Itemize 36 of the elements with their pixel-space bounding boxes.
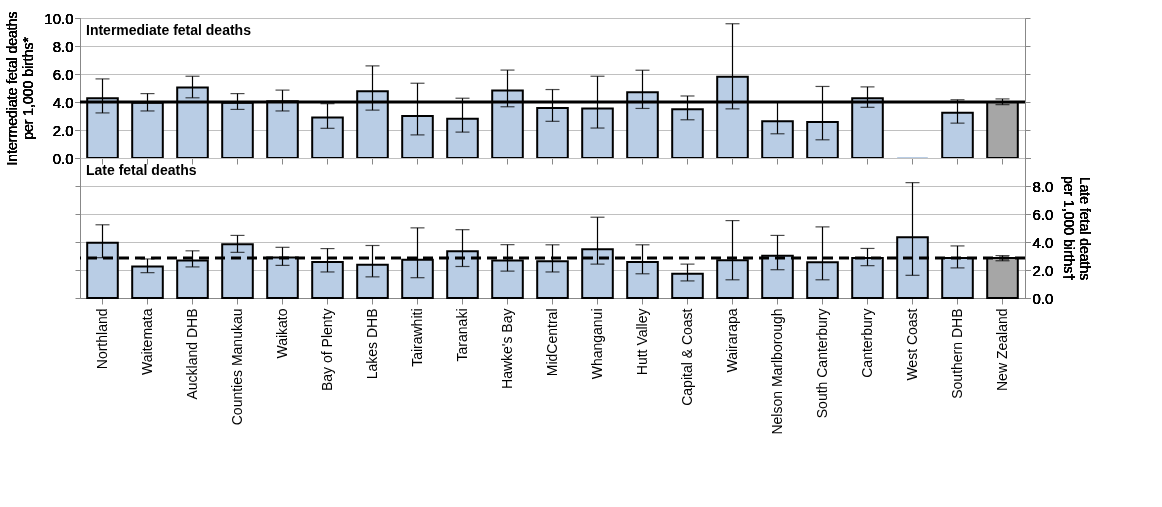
y2-tick-label: 2.0 xyxy=(1032,261,1054,279)
y-axis-title: Intermediate fetal deaths per 1,000 births* xyxy=(4,11,37,166)
x-tick-label: MidCentral xyxy=(543,308,560,377)
x-tick-label: Canterbury xyxy=(858,308,875,378)
y2-axis-title: Late fetal deaths per 1,000 births† xyxy=(1061,175,1094,282)
x-tick-label: New Zealand xyxy=(993,308,1010,391)
x-tick-label: South Canterbury xyxy=(813,308,830,419)
x-tick-label: Waikato xyxy=(273,308,290,359)
y2-tick-label: 8.0 xyxy=(1032,177,1054,195)
y-tick-label: 8.0 xyxy=(52,37,74,55)
x-tick-label: Taranaki xyxy=(453,308,470,362)
x-tick-label: Whanganui xyxy=(588,308,605,380)
x-tick-label: Auckland DHB xyxy=(183,308,200,400)
y-tick-label: 10.0 xyxy=(44,9,74,27)
x-tick-label: Bay of Plenty xyxy=(318,308,335,391)
x-tick-label: Counties Manukau xyxy=(228,308,245,426)
y2-tick-label: 4.0 xyxy=(1032,233,1054,251)
x-tick-label: Hawke's Bay xyxy=(498,308,515,389)
x-tick-label: Capital & Coast xyxy=(678,308,695,406)
chart-title: Intermediate fetal deaths xyxy=(86,22,252,38)
y-tick-label: 2.0 xyxy=(52,121,74,139)
y-tick-label: 0.0 xyxy=(52,149,74,167)
x-tick-label: Wairarapa xyxy=(723,308,740,373)
y-tick-label: 4.0 xyxy=(52,93,74,111)
y-tick-label: 6.0 xyxy=(52,65,74,83)
x-tick-label: Northland xyxy=(93,308,110,370)
x-tick-label: West Coast xyxy=(903,308,920,381)
x-tick-label: Southern DHB xyxy=(948,308,965,399)
chart-title: Late fetal deaths xyxy=(86,162,197,178)
x-tick-label: Lakes DHB xyxy=(363,308,380,380)
x-tick-label: Waitemata xyxy=(138,308,155,375)
x-tick-label: Nelson Marlborough xyxy=(768,308,785,435)
x-tick-label: Hutt Valley xyxy=(633,308,650,376)
y2-tick-label: 6.0 xyxy=(1032,205,1054,223)
x-tick-label: Tairawhiti xyxy=(408,308,425,367)
y2-tick-label: 0.0 xyxy=(1032,289,1054,307)
